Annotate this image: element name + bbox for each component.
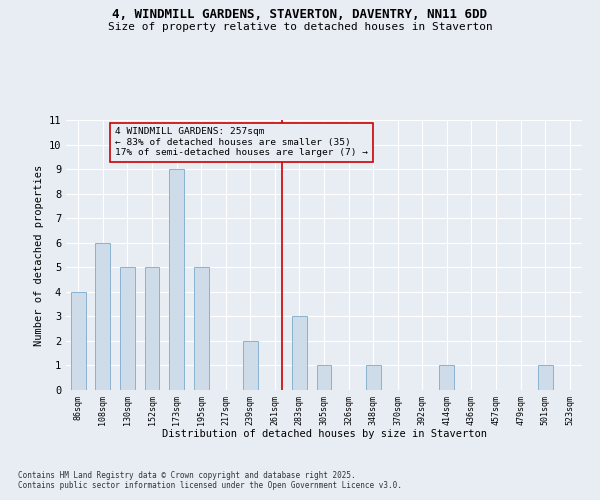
Y-axis label: Number of detached properties: Number of detached properties [34, 164, 44, 346]
Bar [317, 366, 331, 390]
Text: 4 WINDMILL GARDENS: 257sqm
← 83% of detached houses are smaller (35)
17% of semi: 4 WINDMILL GARDENS: 257sqm ← 83% of deta… [115, 128, 368, 157]
Bar [145, 268, 160, 390]
Bar [194, 268, 209, 390]
Bar [95, 242, 110, 390]
Text: Size of property relative to detached houses in Staverton: Size of property relative to detached ho… [107, 22, 493, 32]
Bar [366, 366, 380, 390]
Bar [439, 366, 454, 390]
Bar [120, 268, 135, 390]
Bar [169, 169, 184, 390]
Bar [243, 341, 257, 390]
Text: Contains HM Land Registry data © Crown copyright and database right 2025.
Contai: Contains HM Land Registry data © Crown c… [18, 470, 402, 490]
X-axis label: Distribution of detached houses by size in Staverton: Distribution of detached houses by size … [161, 429, 487, 439]
Bar [71, 292, 86, 390]
Bar [538, 366, 553, 390]
Text: 4, WINDMILL GARDENS, STAVERTON, DAVENTRY, NN11 6DD: 4, WINDMILL GARDENS, STAVERTON, DAVENTRY… [113, 8, 487, 20]
Bar [292, 316, 307, 390]
